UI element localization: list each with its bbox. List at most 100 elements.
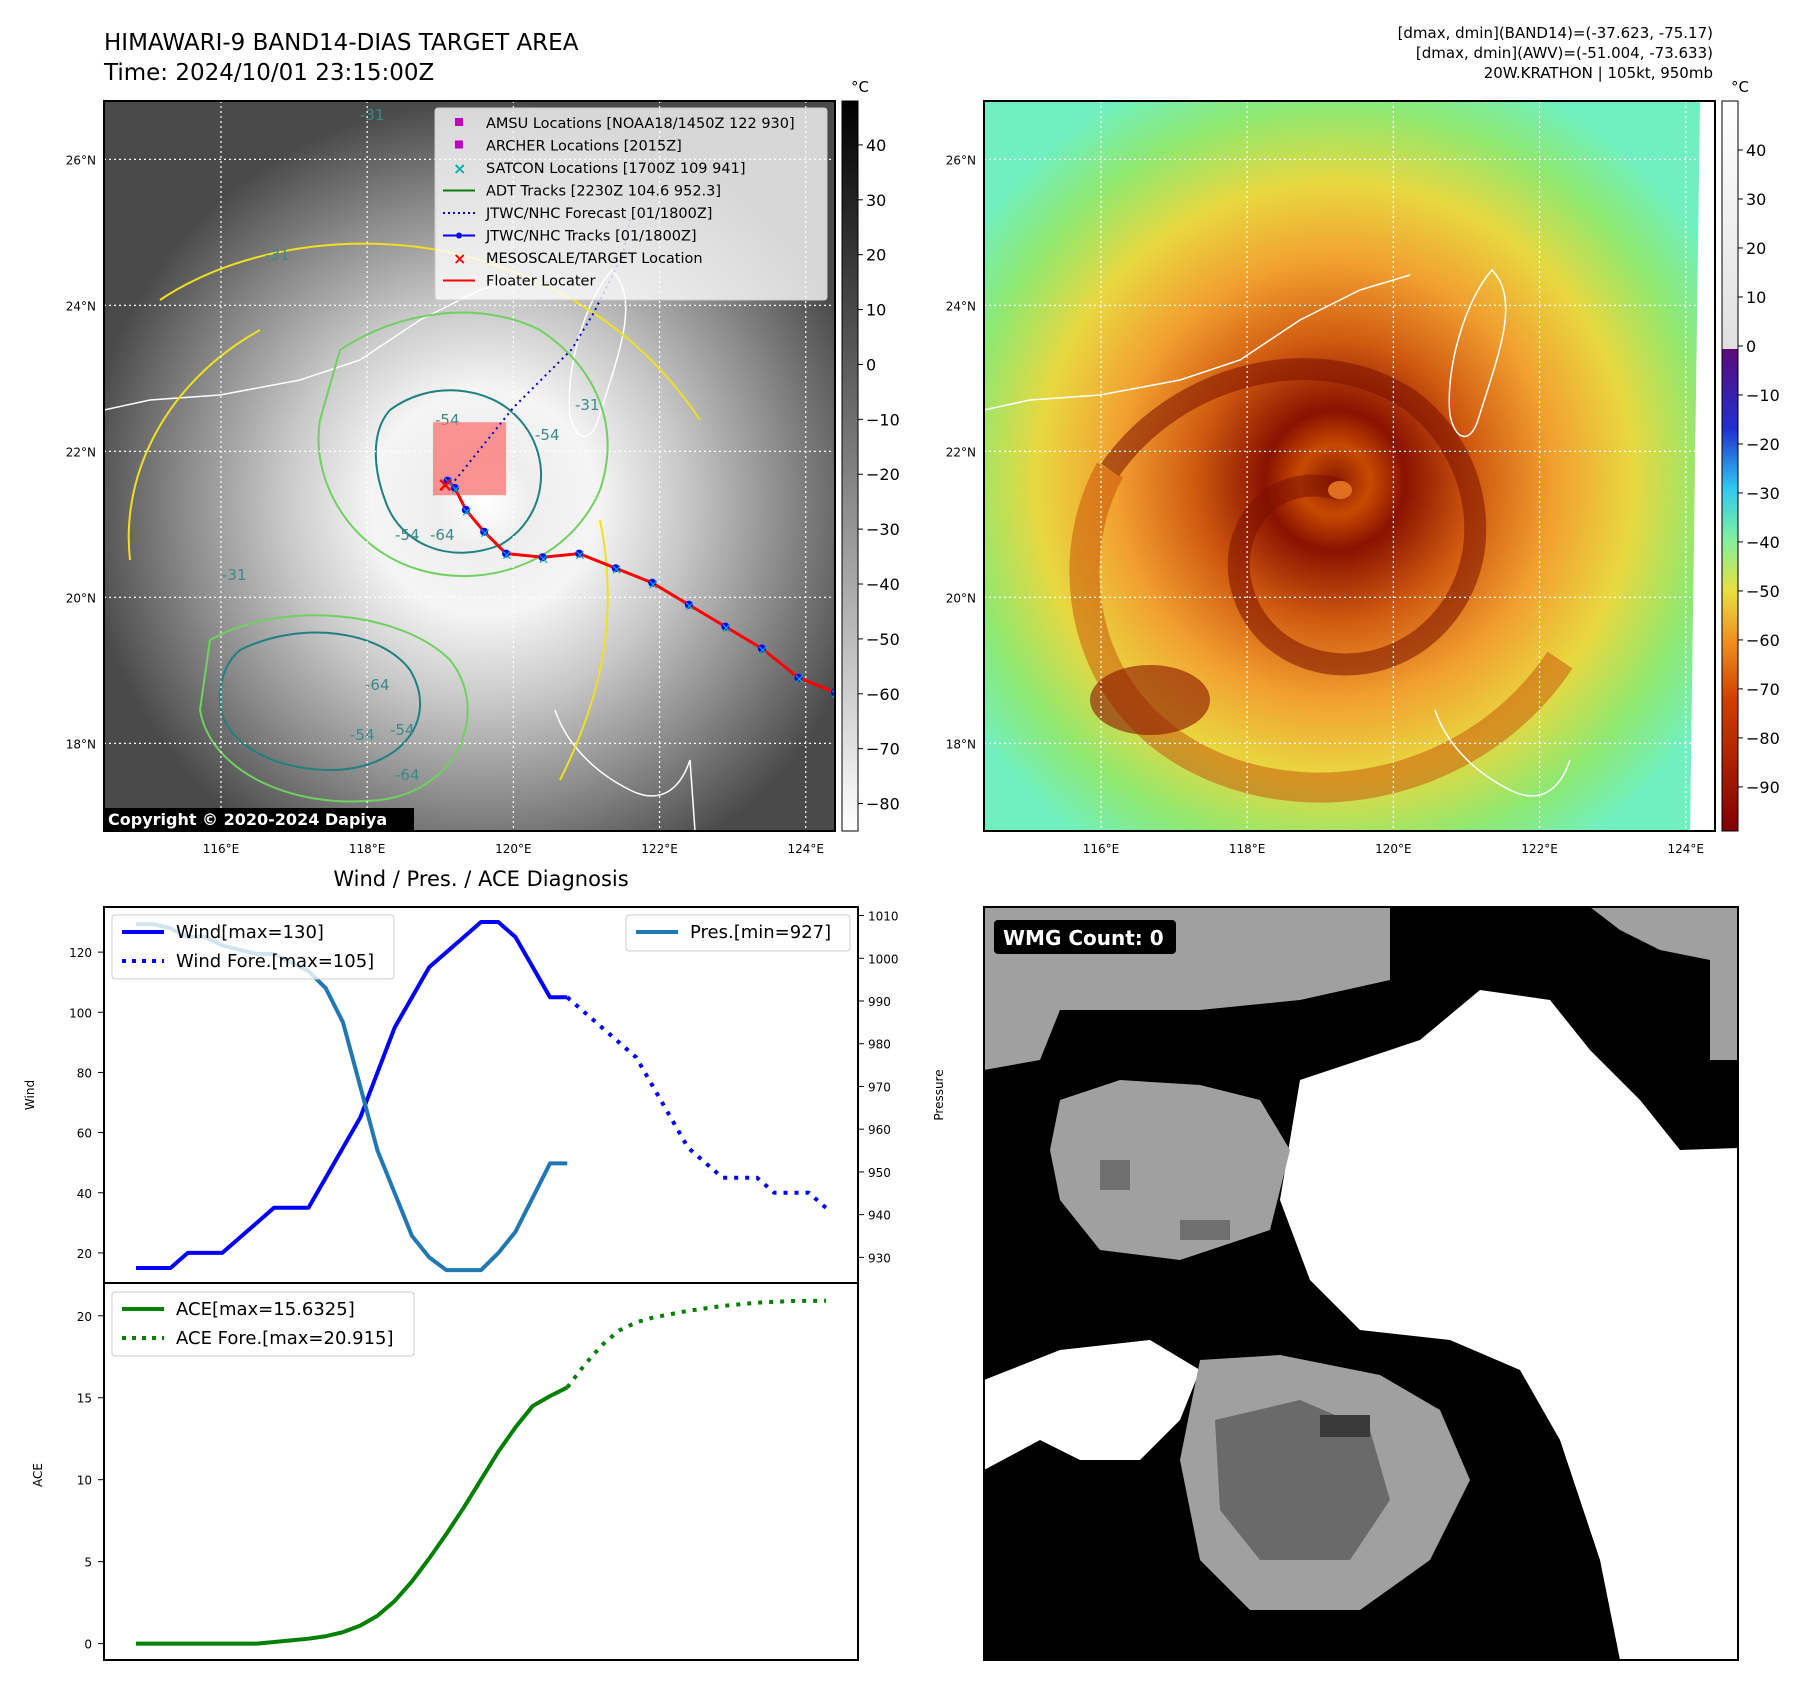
ace-tick-label: 10 xyxy=(77,1474,92,1488)
track-point xyxy=(648,578,657,587)
lat-labels-right: 26°N 24°N 22°N 20°N 18°N xyxy=(946,153,976,751)
wmg-white-left xyxy=(984,1340,1200,1470)
coastline-luzon-right xyxy=(1434,709,1571,797)
wmg-white-center xyxy=(1280,990,1738,1660)
track-point xyxy=(757,644,766,653)
pressure-tick-label: 970 xyxy=(868,1080,891,1094)
coastline-taiwan-right xyxy=(1448,268,1507,438)
wmg-darkest-patch xyxy=(1320,1415,1370,1437)
contour-label: -31 xyxy=(575,396,600,414)
satcon-marker: × xyxy=(647,577,659,593)
legend-label: ADT Tracks [2230Z 104.6 952.3] xyxy=(486,184,721,200)
contour-label: -54 xyxy=(395,526,420,544)
ace-legend-box xyxy=(111,1291,415,1357)
track-point xyxy=(461,505,470,514)
copyright-badge xyxy=(104,808,414,831)
right-colorbar-ticks: 40 30 20 10 0 −10 −20 −30 −40 −50 −60 −70 −80 −90 xyxy=(1738,141,1780,797)
cold-cluster-sw xyxy=(1090,665,1210,735)
ace-tick-label: 5 xyxy=(84,1556,92,1570)
colorbar-tick-label: 10 xyxy=(1746,288,1766,307)
lon-label: 120°E xyxy=(1375,842,1412,856)
stats-line-3: 20W.KRATHON | 105kt, 950mb xyxy=(1484,64,1713,82)
left-colorbar-unit: °C xyxy=(851,78,869,96)
ace-line xyxy=(136,1385,569,1646)
contour-teal-1 xyxy=(374,389,542,554)
spiral-band-2 xyxy=(1069,462,1573,803)
colorbar-tick-label: −60 xyxy=(866,685,900,704)
contour-label: -31 xyxy=(360,106,385,124)
wmg-gray-top-right xyxy=(1590,907,1738,1060)
coastline-luzon xyxy=(554,709,696,831)
lon-label: 118°E xyxy=(1229,842,1266,856)
track-point xyxy=(502,549,511,558)
wmg-badge-bg xyxy=(994,920,1176,954)
track-point xyxy=(538,553,547,562)
legend-square-icon xyxy=(455,118,463,126)
colorbar-tick-label: 20 xyxy=(1746,239,1766,258)
stats-line-1: [dmax, dmin](BAND14)=(-37.623, -75.17) xyxy=(1398,24,1713,42)
pressure-legend: Pres.[min=927] xyxy=(625,914,851,952)
colorbar-tick-label: −20 xyxy=(866,465,900,484)
copyright-text: Copyright © 2020-2024 Dapiya xyxy=(108,810,387,829)
legend-square-icon xyxy=(455,140,463,149)
legend-dot-icon xyxy=(456,232,462,239)
right-colorbar-unit: °C xyxy=(1731,78,1749,96)
satcon-marker: × xyxy=(461,504,473,520)
lon-label: 116°E xyxy=(203,842,240,856)
colorbar-tick-label: −30 xyxy=(1746,484,1780,503)
satcon-marker: × xyxy=(757,643,769,659)
track-point xyxy=(450,483,459,492)
wmg-frame xyxy=(983,906,1739,1661)
lat-label: 20°N xyxy=(946,591,976,605)
ir-color-background xyxy=(984,101,1715,831)
colorbar-tick-label: −90 xyxy=(1746,778,1780,797)
satcon-marker: × xyxy=(538,551,550,567)
left-colorbar-bar xyxy=(841,100,859,832)
colorbar-tick-label: 40 xyxy=(1746,141,1766,160)
right-map-frame xyxy=(983,100,1716,832)
ace-axis-label: ACE xyxy=(31,1463,45,1487)
contour-green-2 xyxy=(198,614,469,803)
legend-box xyxy=(434,107,828,301)
ace-ticks: 20 15 10 5 0 xyxy=(77,1310,104,1652)
satcon-marker: × xyxy=(443,475,455,491)
legend-label: ARCHER Locations [2015Z] xyxy=(486,139,682,155)
eye xyxy=(1328,481,1352,499)
contour-label: -64 xyxy=(395,766,420,784)
grayscale-ir-map: -31 -31 -31 -31 -54 -54 -54 -64 -64 -64 … xyxy=(66,100,836,856)
ace-legend: ACE[max=15.6325] ACE Fore.[max=20.915] xyxy=(111,1291,415,1357)
wind-tick-label: 60 xyxy=(77,1127,92,1141)
contour-green-1 xyxy=(317,311,609,578)
track-point xyxy=(443,476,452,485)
left-colorbar-ticks: 40 30 20 10 0 −10 −20 −30 −40 −50 −60 −70 −80 xyxy=(858,136,900,814)
wind-tick-label: 80 xyxy=(77,1066,92,1080)
colorbar-tick-label: −50 xyxy=(1746,582,1780,601)
colorbar-tick-label: −80 xyxy=(1746,729,1780,748)
track-point xyxy=(480,527,489,536)
ace-tick-label: 15 xyxy=(77,1392,92,1406)
coastline-china-right xyxy=(984,274,1411,411)
lon-label: 120°E xyxy=(495,842,532,856)
colorbar-tick-label: −50 xyxy=(866,630,900,649)
contour-labels: -31 -31 -31 -31 -54 -54 -54 -64 -64 -64 … xyxy=(222,106,600,784)
colorbar-tick-label: −40 xyxy=(1746,533,1780,552)
wind-legend: Wind[max=130] Wind Fore.[max=105] xyxy=(111,914,395,980)
lat-label: 20°N xyxy=(66,591,96,605)
legend-items: AMSU Locations [NOAA18/1450Z 122 930] ARC… xyxy=(443,116,795,290)
wmg-gray-blob-1 xyxy=(1050,1080,1290,1260)
wmg-dark-patch-2 xyxy=(1180,1220,1230,1240)
colorbar-tick-label: 0 xyxy=(1746,337,1756,356)
satcon-marker: × xyxy=(450,482,462,498)
colorbar-tick-label: −60 xyxy=(1746,631,1780,650)
satcon-marker: × xyxy=(479,526,491,542)
satcon-marker: × xyxy=(720,621,732,637)
contour-label: -54 xyxy=(390,721,415,739)
lat-label: 18°N xyxy=(946,737,976,751)
pressure-tick-label: 1000 xyxy=(868,952,899,966)
pressure-legend-label: Pres.[min=927] xyxy=(690,922,831,943)
wmg-dark-patch-1 xyxy=(1100,1160,1130,1190)
legend-x-icon: × xyxy=(453,159,466,178)
pressure-tick-label: 930 xyxy=(868,1251,891,1265)
colorbar-tick-label: −70 xyxy=(1746,680,1780,699)
colorbar-tick-label: 30 xyxy=(866,191,886,210)
